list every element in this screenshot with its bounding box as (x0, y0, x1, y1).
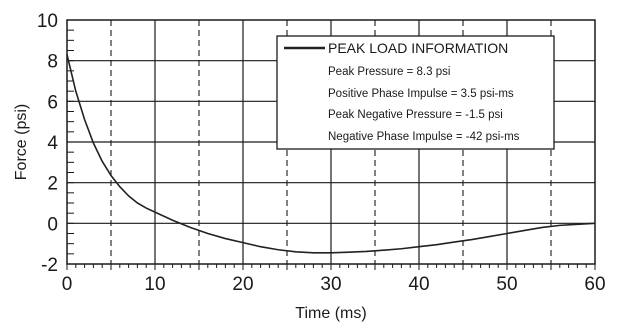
legend-box: PEAK LOAD INFORMATION Peak Pressure = 8.… (276, 35, 555, 150)
series-line-0 (66, 54, 596, 254)
y-tick-label: 2 (47, 174, 58, 195)
y-tick-label: 8 (47, 52, 58, 73)
y-axis-title: Force (psi) (13, 104, 30, 180)
x-tick-label: 50 (496, 274, 517, 295)
y-tick-label: 0 (47, 214, 58, 235)
legend-frame (276, 35, 555, 150)
legend-negative-impulse: Negative Phase Impulse = -42 psi-ms (328, 131, 520, 143)
x-tick-label: 30 (320, 274, 341, 295)
y-tick-label: -2 (41, 255, 58, 276)
x-tick-label: 0 (62, 274, 73, 295)
y-tick-labels: -2 0 2 4 6 8 10 (37, 11, 59, 276)
x-tick-label: 40 (408, 274, 429, 295)
legend-peak-pressure: Peak Pressure = 8.3 psi (328, 66, 450, 78)
series-layer (66, 54, 596, 254)
x-tick-label: 60 (584, 274, 605, 295)
x-tick-label: 10 (144, 274, 165, 295)
legend-positive-impulse: Positive Phase Impulse = 3.5 psi-ms (328, 88, 514, 100)
x-axis-title: Time (ms) (295, 305, 366, 322)
y-tick-label: 6 (47, 92, 58, 113)
y-tick-label: 4 (47, 133, 58, 154)
x-tick-labels: 0 10 20 30 40 50 60 (62, 274, 606, 295)
legend-peak-negative-pressure: Peak Negative Pressure = -1.5 psi (328, 109, 503, 121)
y-tick-label: 10 (37, 11, 58, 32)
legend-title: PEAK LOAD INFORMATION (328, 40, 508, 56)
x-tick-label: 20 (232, 274, 253, 295)
plot-frame (66, 19, 596, 265)
